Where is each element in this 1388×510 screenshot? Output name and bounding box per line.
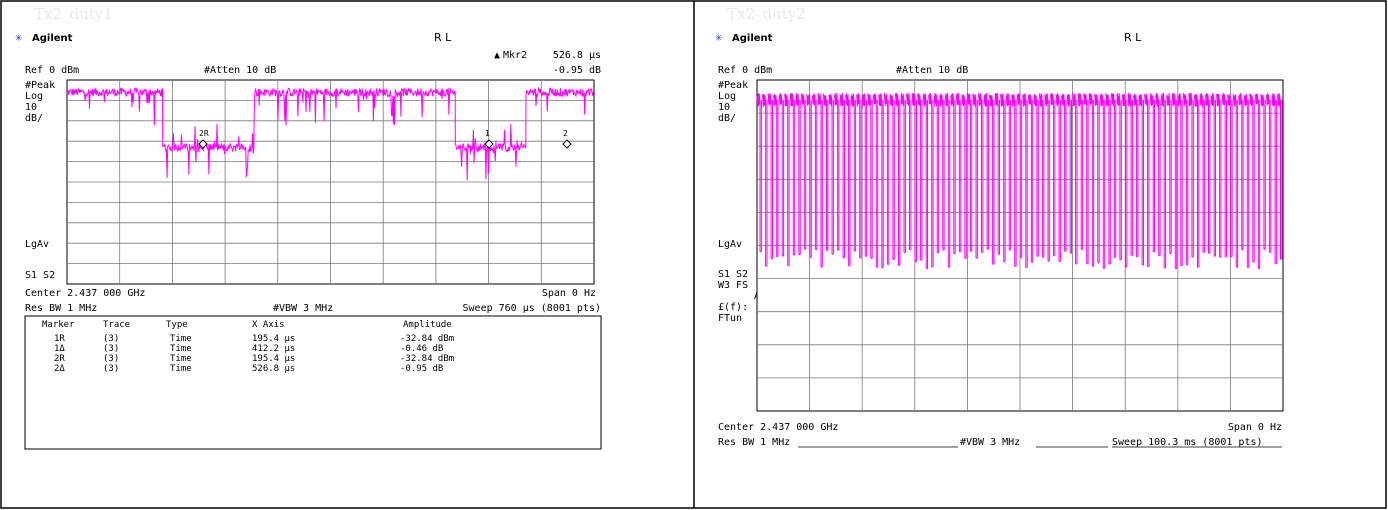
res-bw: Res BW 1 MHz xyxy=(25,303,97,314)
sweep-label: Sweep 100.3 ms (8001 pts) xyxy=(1112,437,1263,448)
side-label: Log xyxy=(25,91,43,102)
side-label: FTun xyxy=(718,313,742,324)
table-header: Marker xyxy=(42,320,75,330)
table-cell: -32.84 dBm xyxy=(400,354,454,364)
chart-markers: 2R 1 2 xyxy=(198,129,572,149)
atten-label: #Atten 10 dB xyxy=(896,65,968,76)
marker-label: 2R xyxy=(199,129,209,138)
side-label: #Peak xyxy=(718,80,748,91)
table-cell: (3) xyxy=(103,344,119,354)
table-cell: 1Δ xyxy=(54,344,65,354)
side-label: dB/ xyxy=(718,113,736,124)
table-header: X Axis xyxy=(252,320,285,330)
table-cell: Time xyxy=(170,364,192,374)
table-cell: -0.95 dB xyxy=(400,364,443,374)
table-cell: 2Δ xyxy=(54,364,65,374)
marker-diamond-icon xyxy=(198,139,208,149)
delta-icon: ▲ xyxy=(494,50,500,61)
marker-diamond-icon xyxy=(562,139,572,149)
sweep-label: Sweep 760 µs (8001 pts) xyxy=(463,303,601,314)
trace-line xyxy=(756,92,1283,270)
table-cell: 526.8 µs xyxy=(252,364,295,374)
side-label: dB/ xyxy=(25,113,43,124)
marker-readout-amplitude: -0.95 dB xyxy=(553,65,601,76)
agilent-star-icon: ✳ xyxy=(15,30,22,44)
side-label: 10 xyxy=(25,102,37,113)
marker-table: Marker Trace Type X Axis Amplitude 1R (3) Time 1… xyxy=(42,320,454,374)
center-frequency: Center 2.437 000 GHz xyxy=(718,422,838,433)
side-label: LgAv xyxy=(718,239,742,250)
brand-label: Agilent xyxy=(32,33,73,44)
marker-table-box xyxy=(24,315,602,450)
marker-label: 2 xyxy=(563,129,568,138)
table-cell: 195.4 µs xyxy=(252,354,295,364)
table-cell: (3) xyxy=(103,354,119,364)
table-cell: (3) xyxy=(103,364,119,374)
table-cell: -32.84 dBm xyxy=(400,334,454,344)
table-cell: Time xyxy=(170,344,192,354)
table-cell: -0.46 dB xyxy=(400,344,443,354)
agilent-star-icon: ✳ xyxy=(715,30,722,44)
side-label: S1 S2 xyxy=(25,270,55,281)
side-label: W3 FS xyxy=(718,280,748,291)
table-cell: 195.4 µs xyxy=(252,334,295,344)
panel-left: Tx2_duty1 ✳ Agilent R L ▲ Mkr2 526.8 µs … xyxy=(15,5,602,450)
table-cell: 1R xyxy=(54,334,65,344)
mode-label: R L xyxy=(1124,31,1142,44)
brand-label: Agilent xyxy=(732,33,773,44)
span-label: Span 0 Hz xyxy=(1228,422,1282,433)
trace-line xyxy=(66,86,594,181)
marker-readout-label: Mkr2 xyxy=(503,50,527,61)
table-cell: 412.2 µs xyxy=(252,344,295,354)
marker-readout-value: 526.8 µs xyxy=(553,50,601,61)
table-cell: (3) xyxy=(103,334,119,344)
plot-grid xyxy=(66,79,595,285)
marker-diamond-icon xyxy=(484,139,494,149)
table-header: Type xyxy=(166,320,188,330)
table-cell: Time xyxy=(170,334,192,344)
center-frequency: Center 2.437 000 GHz xyxy=(25,288,145,299)
res-bw: Res BW 1 MHz xyxy=(718,437,790,448)
table-header: Amplitude xyxy=(403,320,452,330)
table-header: Trace xyxy=(103,320,130,330)
side-label: Log xyxy=(718,91,736,102)
vbw-label: #VBW 3 MHz xyxy=(273,303,333,314)
vbw-label: #VBW 3 MHz xyxy=(960,437,1020,448)
side-label: £(f): xyxy=(718,302,748,313)
side-label: #Peak xyxy=(25,80,55,91)
side-label: 10 xyxy=(718,102,730,113)
panel-right: Tx2_duty2 ✳ Agilent R L Ref 0 dBm #Atten… xyxy=(715,5,1284,448)
marker-label: 1 xyxy=(485,129,490,138)
mode-label: R L xyxy=(434,31,452,44)
ref-level: Ref 0 dBm xyxy=(25,65,79,76)
atten-label: #Atten 10 dB xyxy=(204,65,276,76)
table-cell: Time xyxy=(170,354,192,364)
table-cell: 2R xyxy=(54,354,65,364)
side-label: LgAv xyxy=(25,239,49,250)
side-label: S1 S2 xyxy=(718,269,748,280)
ref-level: Ref 0 dBm xyxy=(718,65,772,76)
cell-title: Tx2_duty2 xyxy=(727,5,806,23)
span-label: Span 0 Hz xyxy=(542,288,596,299)
cell-title: Tx2_duty1 xyxy=(34,5,113,23)
